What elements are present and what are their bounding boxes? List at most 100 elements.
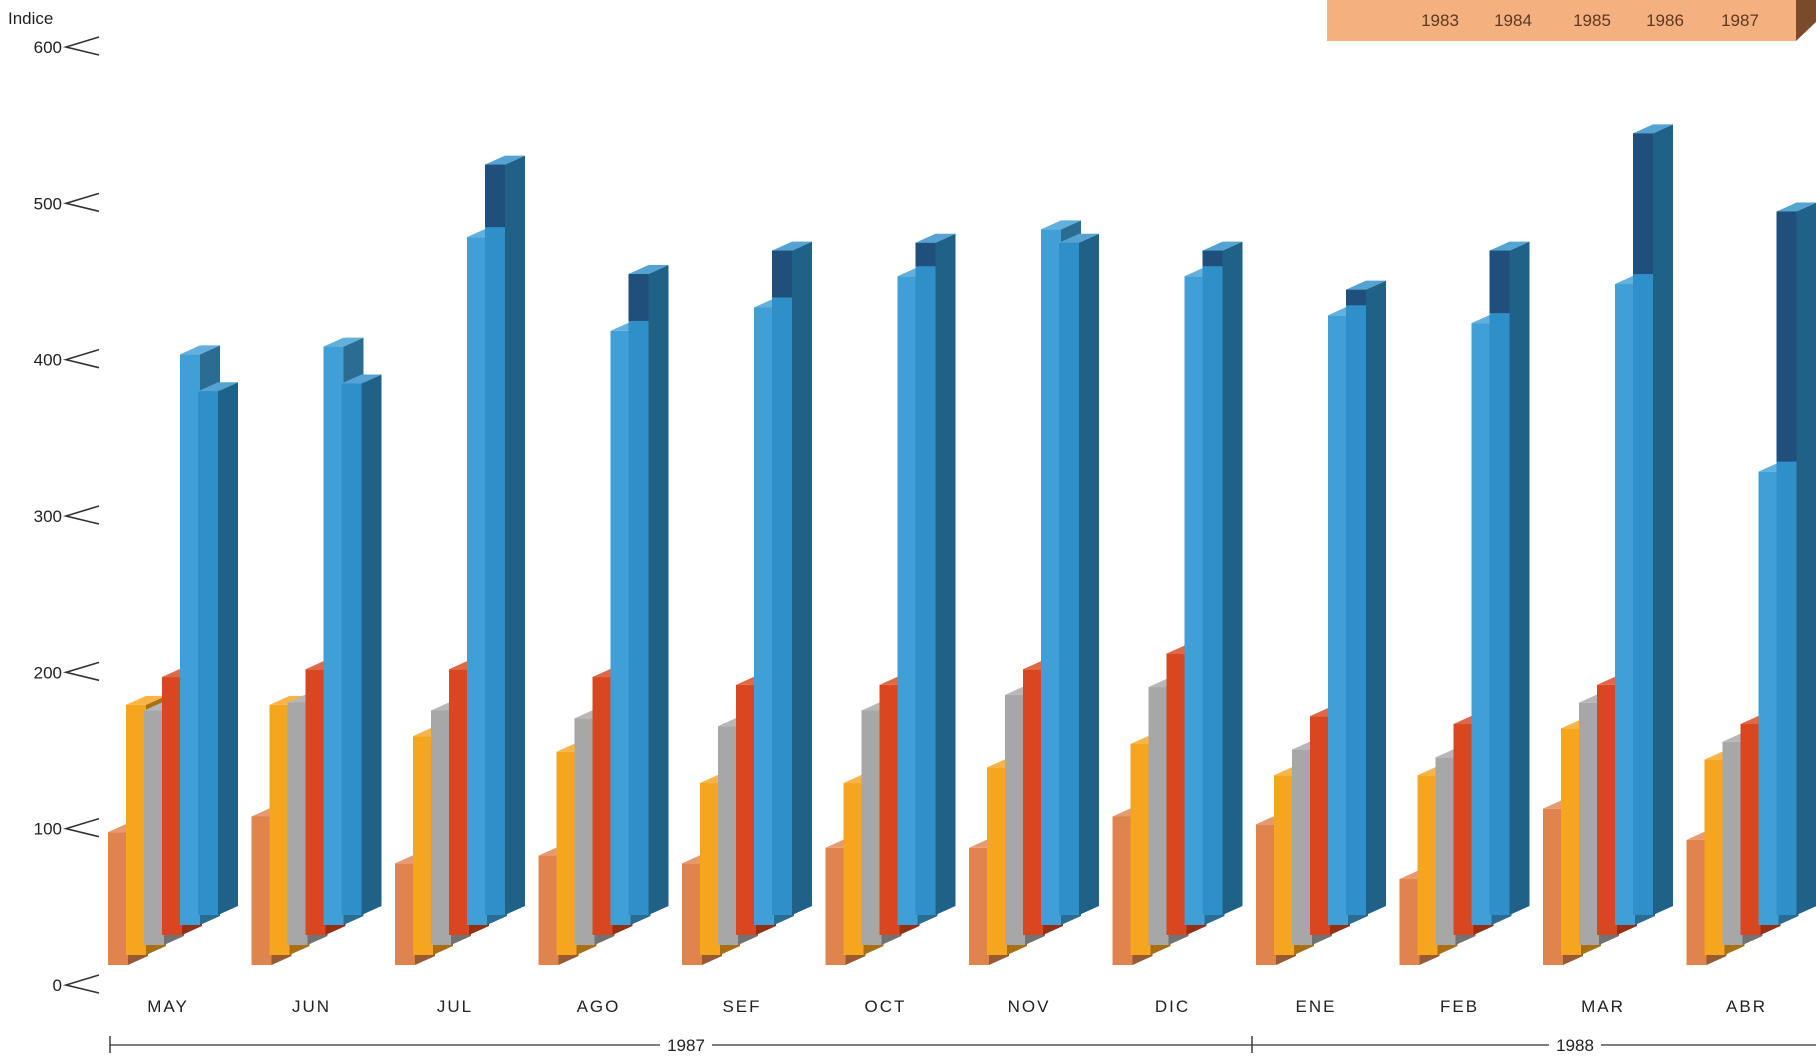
bar-face xyxy=(288,703,308,945)
bar xyxy=(342,374,382,915)
bar-face xyxy=(916,243,936,915)
legend-entry: 1985 xyxy=(1573,11,1611,30)
bar-face xyxy=(1292,750,1312,945)
bar-face xyxy=(1597,685,1617,935)
bar xyxy=(1059,234,1099,915)
bar-face xyxy=(700,783,720,955)
bar xyxy=(1203,242,1243,915)
bar-face xyxy=(629,274,649,915)
bar-cap xyxy=(1203,251,1223,267)
bar xyxy=(485,156,525,915)
x-tick-label: MAR xyxy=(1581,997,1625,1016)
bar-face xyxy=(969,848,989,965)
bar-face xyxy=(1346,290,1366,915)
bar xyxy=(1777,203,1816,916)
legend-entry: 1987 xyxy=(1721,11,1759,30)
bar-face xyxy=(862,711,882,946)
bar-cap xyxy=(1777,212,1797,462)
y-tick-label: 300 xyxy=(34,507,62,526)
legend-entry: 1984 xyxy=(1494,11,1532,30)
bar-side xyxy=(1797,203,1816,916)
legend: 1983 1984 1985 1986 1987 xyxy=(1327,0,1816,41)
bar-face xyxy=(1131,744,1151,955)
bar-side xyxy=(1653,124,1673,915)
bar-cap xyxy=(772,251,792,298)
bar-cap xyxy=(916,243,936,266)
y-tick-label: 500 xyxy=(34,194,62,213)
bar-face xyxy=(1759,472,1779,925)
bar-side xyxy=(792,242,812,915)
y-tick-label: 200 xyxy=(34,663,62,682)
bar-face xyxy=(1167,654,1187,935)
bar-face xyxy=(1185,276,1205,925)
y-tick-label: 600 xyxy=(34,38,62,57)
bar-face xyxy=(1723,742,1743,945)
bar-face xyxy=(306,669,326,935)
bar xyxy=(1490,242,1530,915)
x-tick-label: JUL xyxy=(437,997,473,1016)
bar-face xyxy=(108,832,128,965)
x-tick-label: ENE xyxy=(1296,997,1337,1016)
bar-face xyxy=(1561,728,1581,955)
x-tick-label: MAY xyxy=(147,997,189,1016)
bar-cap xyxy=(1633,133,1653,274)
bar-face xyxy=(1310,716,1330,935)
bar-face xyxy=(198,391,218,915)
bar-face xyxy=(395,863,415,965)
bar-face xyxy=(1490,251,1510,915)
bar-face xyxy=(144,711,164,946)
bar-face xyxy=(1041,229,1061,925)
bar-face xyxy=(126,705,146,955)
bar-side xyxy=(936,234,956,915)
x-tick-label: NOV xyxy=(1008,997,1051,1016)
bar-face xyxy=(593,677,613,935)
year-label: 1988 xyxy=(1556,1036,1594,1053)
bar-side xyxy=(505,156,525,915)
bar-face xyxy=(1113,816,1133,965)
bar-face xyxy=(1203,251,1223,915)
bar-face xyxy=(467,237,487,925)
bar-face xyxy=(162,677,182,935)
bar-cap xyxy=(1490,251,1510,314)
bar-face xyxy=(342,383,362,915)
bar xyxy=(916,234,956,915)
bar-face xyxy=(1023,669,1043,935)
bar-face xyxy=(1400,879,1420,965)
bar-face xyxy=(682,863,702,965)
bar-face xyxy=(1454,724,1474,935)
bar xyxy=(1633,124,1673,915)
bar xyxy=(772,242,812,915)
bar-face xyxy=(252,816,272,965)
y-tick-label: 100 xyxy=(34,820,62,839)
bar-face xyxy=(1472,323,1492,925)
legend-entry: 1986 xyxy=(1646,11,1684,30)
bar-face xyxy=(826,848,846,965)
bar-face xyxy=(413,736,433,955)
bar-face xyxy=(1149,687,1169,945)
bar-face xyxy=(324,347,344,925)
bar-face xyxy=(736,685,756,935)
bar-face xyxy=(557,752,577,955)
bar-face xyxy=(431,711,451,946)
bar-face xyxy=(1741,724,1761,935)
bar-face xyxy=(1005,695,1025,945)
bar-face xyxy=(1256,824,1276,965)
bar-face xyxy=(844,783,864,955)
y-axis-title: Indice xyxy=(8,9,53,28)
bar-face xyxy=(1579,703,1599,945)
bar-face xyxy=(485,165,505,915)
bar-face xyxy=(1705,760,1725,955)
bar-cap xyxy=(629,274,649,321)
x-tick-label: AGO xyxy=(577,997,621,1016)
bar-face xyxy=(1543,809,1563,965)
x-tick-label: SEF xyxy=(722,997,761,1016)
x-tick-label: DIC xyxy=(1155,997,1190,1016)
legend-entry: 1983 xyxy=(1421,11,1459,30)
bar-side xyxy=(1510,242,1530,915)
bar-side xyxy=(1366,281,1386,915)
bar-face xyxy=(880,685,900,935)
bar-face xyxy=(449,669,469,935)
bar-face xyxy=(1328,315,1348,925)
bar xyxy=(629,265,669,915)
